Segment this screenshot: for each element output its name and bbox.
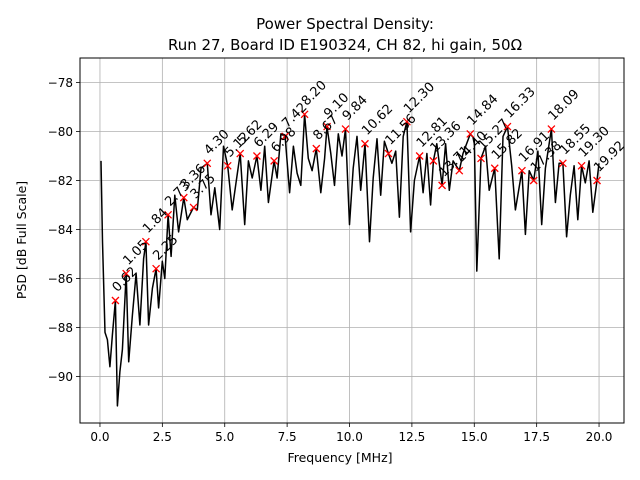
peak-markers [111, 110, 602, 305]
peak-marker [236, 149, 245, 158]
peak-marker [341, 125, 350, 133]
peak-marker [503, 122, 512, 131]
y-tick-label: −90 [48, 370, 73, 384]
peak-marker [402, 117, 411, 126]
y-tick-label: −84 [48, 223, 73, 237]
peak-marker [141, 237, 150, 246]
peak-marker [438, 181, 447, 190]
y-axis-label: PSD [dB Full Scale] [14, 181, 29, 299]
peak-marker [477, 154, 485, 163]
x-axis-label: Frequency [MHz] [287, 450, 392, 465]
x-tick-label: 7.5 [278, 430, 297, 444]
x-tick-label: 2.5 [153, 430, 172, 444]
peak-marker [252, 152, 261, 160]
peak-marker [415, 152, 424, 160]
peak-marker [223, 161, 232, 170]
peak-marker [189, 203, 198, 212]
peak-marker [547, 125, 556, 133]
y-tick-label: −86 [48, 272, 73, 286]
y-tick-label: −78 [48, 76, 73, 90]
peak-marker [164, 210, 173, 219]
plot-area: 0.621.051.842.252.733.363.754.305.125.62… [79, 57, 628, 424]
x-tick-label: 15.0 [461, 430, 488, 444]
x-tick-label: 17.5 [523, 430, 550, 444]
peak-marker [203, 159, 212, 168]
y-tick-label: −82 [48, 174, 73, 188]
y-tick-label: −80 [48, 125, 73, 139]
x-tick-label: 20.0 [586, 430, 613, 444]
chart-title-line-1: Power Spectral Density: [256, 15, 434, 33]
x-axis-ticks: 0.0 2.5 5.0 7.5 10.0 12.5 15.0 17.5 20.0 [90, 423, 612, 444]
peak-marker [122, 269, 131, 278]
y-axis-ticks: −90 −88 −86 −84 −82 −80 −78 [48, 76, 80, 384]
x-tick-label: 5.0 [215, 430, 234, 444]
peak-marker [111, 296, 120, 305]
peak-marker [300, 110, 309, 119]
peak-marker [270, 156, 279, 165]
peak-marker [429, 156, 438, 165]
peak-marker [466, 129, 475, 138]
chart-title-line-2: Run 27, Board ID E190324, CH 82, hi gain… [168, 36, 522, 54]
peak-marker [312, 144, 321, 153]
x-tick-label: 12.5 [399, 430, 426, 444]
peak-marker [152, 264, 161, 273]
peak-marker [577, 161, 586, 170]
plot-frame [79, 57, 625, 424]
peak-marker [593, 176, 602, 185]
peak-marker [384, 149, 393, 158]
peak-marker [455, 166, 464, 175]
peak-marker [517, 166, 526, 175]
x-tick-label: 10.0 [336, 430, 363, 444]
y-tick-label: −88 [48, 321, 73, 335]
peak-marker [281, 132, 290, 141]
peak-marker [529, 176, 538, 185]
peak-marker [323, 122, 332, 131]
peak-marker [490, 164, 499, 173]
x-tick-label: 0.0 [90, 430, 109, 444]
peak-marker [179, 193, 188, 202]
spectrum-line [100, 113, 600, 407]
peak-marker [558, 159, 567, 168]
peak-marker [361, 139, 369, 148]
